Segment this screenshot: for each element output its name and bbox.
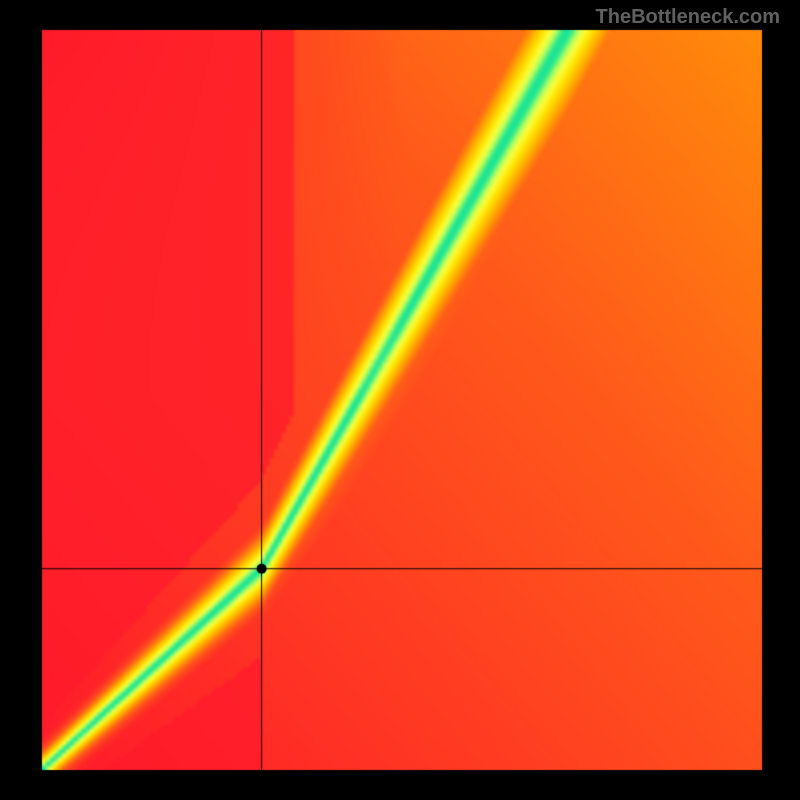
chart-container: TheBottleneck.com — [0, 0, 800, 800]
bottleneck-heatmap — [0, 0, 800, 800]
watermark-text: TheBottleneck.com — [596, 6, 780, 29]
